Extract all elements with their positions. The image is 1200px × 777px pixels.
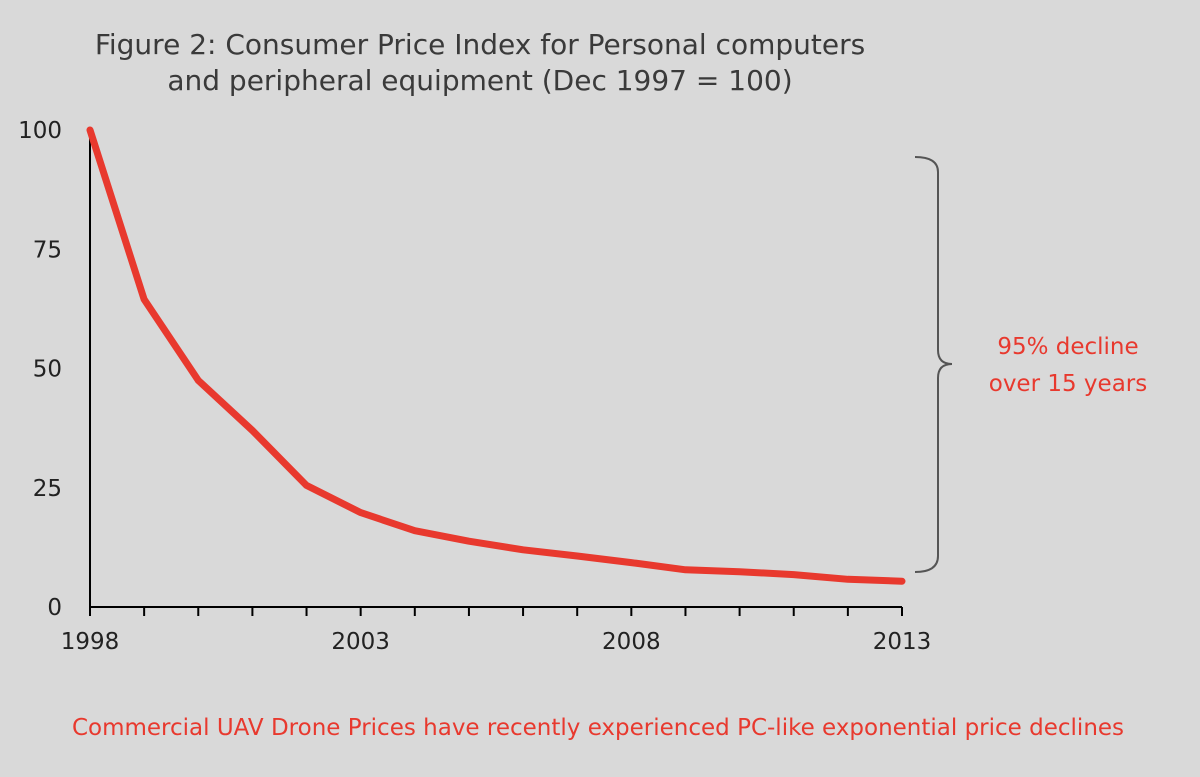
decline-bracket bbox=[914, 156, 953, 573]
x-tick-group: 1998 2003 2008 2013 bbox=[61, 607, 932, 655]
x-tick-label: 1998 bbox=[61, 629, 120, 655]
y-tick-label: 100 bbox=[18, 118, 62, 144]
x-tick-label: 2008 bbox=[602, 629, 661, 655]
series-line bbox=[86, 126, 906, 585]
y-tick-label: 0 bbox=[47, 595, 62, 621]
chart-title-line1: Figure 2: Consumer Price Index for Perso… bbox=[95, 28, 865, 61]
annotation-line2: over 15 years bbox=[989, 371, 1147, 397]
footnote: Commercial UAV Drone Prices have recentl… bbox=[72, 715, 1124, 741]
x-tick-label: 2003 bbox=[331, 629, 390, 655]
y-tick-group: 0 25 50 75 100 bbox=[18, 118, 62, 621]
y-tick-label: 25 bbox=[33, 476, 62, 502]
chart-title-line2: and peripheral equipment (Dec 1997 = 100… bbox=[167, 64, 792, 97]
annotation-line1: 95% decline bbox=[997, 334, 1138, 360]
y-tick-label: 75 bbox=[33, 237, 62, 263]
x-tick-label: 2013 bbox=[873, 629, 932, 655]
y-tick-label: 50 bbox=[33, 357, 62, 383]
